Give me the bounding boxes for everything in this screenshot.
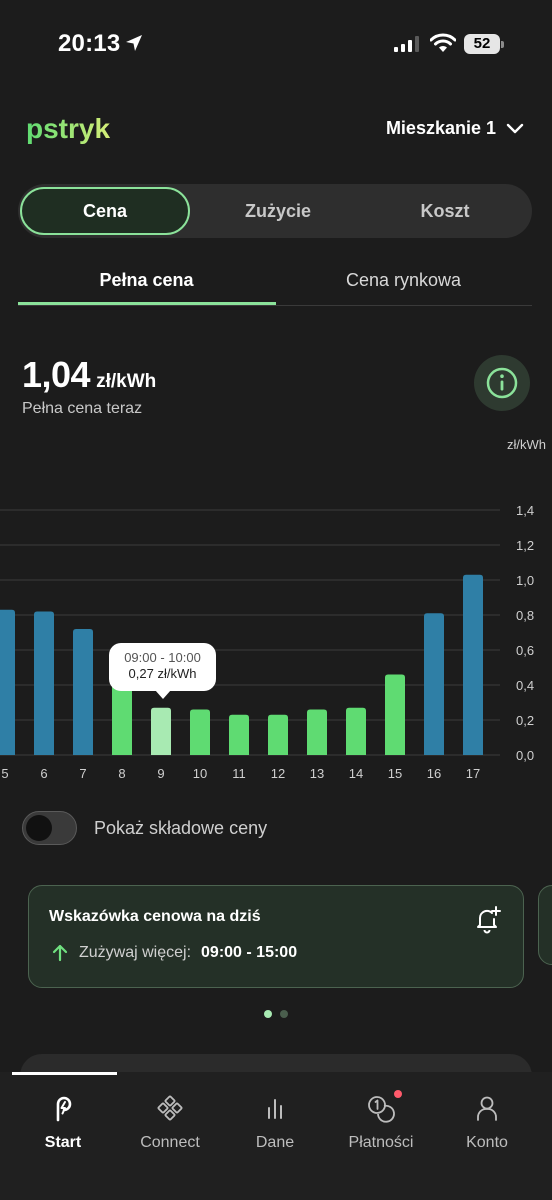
price-caption: Pełna cena teraz	[22, 400, 143, 417]
status-bar: 20:13 52	[0, 0, 552, 90]
segment-cena[interactable]: Cena	[20, 187, 190, 235]
carousel-dot[interactable]	[280, 1010, 288, 1018]
segment-zuzycie[interactable]: Zużycie	[244, 201, 312, 221]
nav-label: Dane	[255, 1134, 295, 1151]
arrow-up-icon	[52, 944, 68, 962]
tooltip-price: 0,27 zł/kWh	[128, 666, 197, 681]
nav-label: Start	[44, 1134, 82, 1151]
nav-platnosci[interactable]: Płatności	[331, 1090, 431, 1152]
chart-bar-9[interactable]	[151, 707, 171, 755]
y-tick-label: 0,0	[516, 748, 534, 763]
battery-tip	[501, 41, 504, 48]
price-hint-card[interactable]: Wskazówka cenowa na dziś Zużywaj więcej:…	[28, 885, 524, 988]
y-tick-label: 0,6	[516, 643, 534, 658]
tooltip-time: 09:00 - 10:00	[124, 650, 201, 665]
x-tick-label: 12	[271, 766, 285, 780]
chevron-down-icon	[506, 123, 524, 133]
chart-bar-8[interactable]	[112, 681, 132, 756]
tab-cena-rynkowa[interactable]: Cena rynkowa	[345, 270, 462, 290]
price-subtabs: Pełna cena Cena rynkowa	[18, 262, 532, 306]
tab-pelna-cena[interactable]: Pełna cena	[99, 270, 194, 290]
chart-bar-10[interactable]	[190, 709, 210, 756]
active-nav-indicator	[12, 1072, 117, 1075]
nav-label: Płatności	[348, 1134, 414, 1151]
battery-level: 52	[464, 34, 500, 54]
coins-icon	[368, 1096, 395, 1123]
x-tick-label: 8	[118, 766, 125, 780]
info-icon	[486, 367, 518, 399]
y-tick-label: 0,4	[516, 678, 534, 693]
next-hint-card[interactable]	[538, 885, 552, 965]
wifi-icon	[430, 33, 456, 52]
chart-tooltip: 09:00 - 10:00 0,27 zł/kWh	[109, 643, 216, 699]
price-unit: zł/kWh	[96, 371, 157, 392]
signal-icon	[394, 36, 419, 52]
property-name: Mieszkanie 1	[385, 118, 496, 138]
x-tick-label: 16	[427, 766, 441, 780]
bottom-navigation: Start Connect Dane Płatności Konto	[0, 1072, 552, 1200]
connect-icon	[157, 1095, 183, 1121]
price-components-label: Pokaż składowe ceny	[94, 818, 268, 838]
chart-bar-6[interactable]	[34, 611, 54, 756]
pstryk-logo: pstryk	[26, 113, 110, 144]
chart-bar-16[interactable]	[424, 613, 444, 755]
chart-bar-5[interactable]	[0, 609, 15, 755]
y-tick-label: 0,2	[516, 713, 534, 728]
nav-start[interactable]: Start	[13, 1094, 113, 1152]
x-tick-label: 10	[193, 766, 207, 780]
nav-connect[interactable]: Connect	[120, 1094, 220, 1152]
y-tick-label: 1,2	[516, 538, 534, 553]
x-tick-label: 11	[232, 766, 246, 780]
logo-text: pstryk	[26, 113, 110, 144]
price-bar-chart: 0,0 0,2 0,4 0,6 0,8 1,0 1,2 1,4 5 6 7 8 9 10 11 12 13 14 1…	[0, 503, 534, 780]
active-tab-underline	[18, 302, 276, 305]
chart-bar-12[interactable]	[268, 714, 288, 755]
property-selector[interactable]: Mieszkanie 1	[386, 118, 524, 139]
status-time: 20:13	[58, 30, 121, 57]
segment-koszt[interactable]: Koszt	[420, 201, 470, 221]
y-tick-label: 0,8	[516, 608, 534, 623]
x-tick-label: 6	[40, 766, 47, 780]
price-value: 1,04	[22, 354, 91, 395]
x-tick-label: 14	[349, 766, 363, 780]
chart-bar-14[interactable]	[346, 707, 366, 755]
hint-row: Zużywaj więcej: 09:00 - 15:00	[51, 944, 297, 962]
nav-konto[interactable]: Konto	[437, 1094, 537, 1152]
nav-label: Konto	[466, 1134, 508, 1151]
nav-label: Connect	[140, 1134, 200, 1151]
x-tick-label: 5	[1, 766, 8, 780]
x-tick-label: 17	[466, 766, 480, 780]
y-tick-label: 1,0	[516, 573, 534, 588]
x-tick-label: 13	[310, 766, 324, 780]
nav-dane[interactable]: Dane	[225, 1094, 325, 1152]
chart-bar-11[interactable]	[229, 714, 249, 755]
chart-bar-13[interactable]	[307, 709, 327, 756]
price-components-toggle[interactable]	[22, 811, 77, 845]
chart-bar-15[interactable]	[385, 674, 405, 756]
x-tick-label: 15	[388, 766, 402, 780]
user-icon	[477, 1096, 497, 1121]
chart-icon	[268, 1099, 282, 1119]
battery-indicator: 52	[464, 34, 504, 54]
hint-time-range: 09:00 - 15:00	[201, 944, 298, 961]
toggle-knob	[26, 815, 52, 841]
current-price: 1,04 zł/kWh	[22, 354, 156, 396]
view-segmented-control: Cena Zużycie Koszt	[18, 184, 532, 238]
hint-text: Zużywaj więcej:	[79, 944, 192, 961]
location-arrow-icon	[126, 35, 142, 51]
chart-bar-7[interactable]	[73, 629, 93, 755]
notification-badge	[394, 1090, 402, 1098]
chart-bar-17[interactable]	[463, 574, 483, 755]
info-button[interactable]	[474, 355, 530, 411]
hint-title: Wskazówka cenowa na dziś	[49, 908, 261, 925]
y-tick-label: 1,4	[516, 503, 534, 518]
bell-plus-icon[interactable]	[475, 906, 501, 934]
x-tick-label: 7	[79, 766, 86, 780]
chart-y-unit: zł/kWh	[507, 437, 546, 452]
carousel-dot[interactable]	[264, 1010, 272, 1018]
carousel-dots	[264, 1010, 288, 1018]
x-tick-label: 9	[157, 766, 164, 780]
start-icon	[56, 1096, 72, 1122]
